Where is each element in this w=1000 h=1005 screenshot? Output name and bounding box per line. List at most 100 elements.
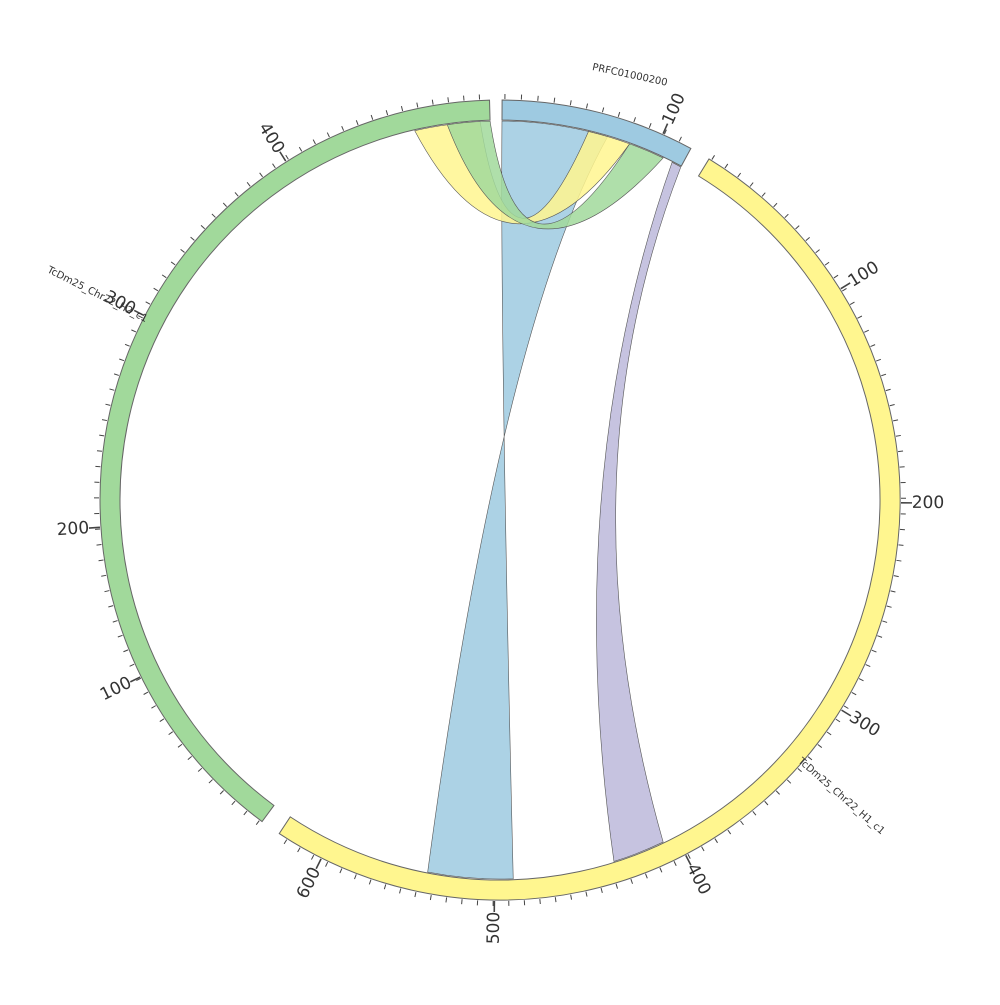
minor-tick xyxy=(571,895,572,900)
minor-tick xyxy=(131,330,136,332)
minor-tick xyxy=(852,692,856,694)
minor-tick xyxy=(725,164,728,168)
minor-tick xyxy=(886,389,891,390)
minor-tick xyxy=(109,389,114,390)
minor-tick xyxy=(97,545,102,546)
minor-tick xyxy=(602,107,603,112)
minor-tick xyxy=(728,830,731,834)
minor-tick xyxy=(765,801,768,805)
tick-label: 600 xyxy=(293,864,325,902)
minor-tick xyxy=(870,345,875,347)
minor-tick xyxy=(834,275,838,278)
tick-label: 500 xyxy=(484,912,504,945)
minor-tick xyxy=(859,679,863,681)
minor-tick xyxy=(857,316,861,318)
minor-tick xyxy=(198,768,202,771)
minor-tick xyxy=(256,821,259,825)
sequence-label-h2: TcDm25_Chr22_H2_c1 xyxy=(44,264,149,325)
tick-label: 400 xyxy=(682,860,715,898)
minor-tick xyxy=(311,855,313,859)
tick-label: 200 xyxy=(912,493,945,513)
minor-tick xyxy=(882,621,887,623)
minor-tick xyxy=(753,811,756,815)
minor-tick xyxy=(326,862,328,867)
minor-tick xyxy=(688,854,690,858)
minor-tick xyxy=(247,182,250,186)
minor-tick xyxy=(342,126,344,131)
minor-tick xyxy=(891,591,896,592)
minor-tick xyxy=(273,164,276,168)
minor-tick xyxy=(102,420,107,421)
minor-tick xyxy=(401,106,402,111)
minor-tick xyxy=(776,791,779,795)
minor-tick xyxy=(634,117,636,122)
minor-tick xyxy=(787,780,791,783)
minor-tick xyxy=(178,744,182,747)
minor-tick xyxy=(212,214,216,218)
tick-label: 300 xyxy=(845,707,883,741)
minor-tick xyxy=(715,839,718,843)
minor-tick xyxy=(400,889,401,894)
minor-tick xyxy=(825,262,829,265)
minor-tick xyxy=(340,869,342,874)
minor-tick xyxy=(679,137,681,141)
minor-tick xyxy=(113,621,118,623)
minor-tick xyxy=(369,880,371,885)
minor-tick xyxy=(646,874,648,879)
minor-tick xyxy=(232,801,235,805)
minor-tick xyxy=(101,575,106,576)
minor-tick xyxy=(151,706,155,709)
minor-tick xyxy=(887,606,892,607)
minor-tick xyxy=(162,275,166,278)
minor-tick xyxy=(114,374,119,376)
minor-tick xyxy=(762,193,765,197)
minor-tick xyxy=(785,214,789,218)
minor-tick xyxy=(260,173,263,177)
minor-tick xyxy=(130,664,135,666)
minor-tick xyxy=(896,435,901,436)
minor-tick xyxy=(702,847,705,851)
minor-tick xyxy=(827,732,831,735)
tick-label: 400 xyxy=(254,119,288,157)
minor-tick xyxy=(99,435,104,436)
minor-tick xyxy=(371,115,373,120)
minor-tick xyxy=(616,884,617,889)
minor-tick xyxy=(570,100,571,105)
link-ribbons xyxy=(415,121,681,879)
minor-tick xyxy=(555,897,556,902)
minor-tick xyxy=(448,97,449,102)
minor-tick xyxy=(417,103,418,108)
minor-tick xyxy=(108,606,113,607)
minor-tick xyxy=(298,848,301,852)
minor-tick xyxy=(384,884,385,889)
minor-tick xyxy=(356,120,358,125)
minor-tick xyxy=(327,133,329,138)
minor-tick xyxy=(738,173,741,177)
minor-tick xyxy=(750,183,753,187)
minor-tick xyxy=(818,745,822,748)
minor-tick xyxy=(836,719,840,722)
minor-tick xyxy=(171,262,175,265)
minor-tick xyxy=(586,104,587,109)
minor-tick xyxy=(97,451,102,452)
minor-tick xyxy=(299,147,301,151)
minor-tick xyxy=(220,791,223,795)
minor-tick xyxy=(898,451,903,452)
major-tick xyxy=(841,283,850,289)
minor-tick xyxy=(125,344,130,346)
minor-tick xyxy=(740,821,743,825)
minor-tick xyxy=(618,112,619,117)
major-tick xyxy=(316,859,321,869)
minor-tick xyxy=(313,140,315,144)
minor-tick xyxy=(118,635,123,637)
minor-tick xyxy=(660,868,662,873)
minor-tick xyxy=(631,879,633,884)
minor-tick xyxy=(898,545,903,546)
minor-tick xyxy=(104,591,109,592)
minor-tick xyxy=(842,288,846,291)
minor-tick xyxy=(872,650,877,652)
major-tick xyxy=(89,527,100,528)
minor-tick xyxy=(894,576,899,577)
minor-tick xyxy=(99,560,104,561)
